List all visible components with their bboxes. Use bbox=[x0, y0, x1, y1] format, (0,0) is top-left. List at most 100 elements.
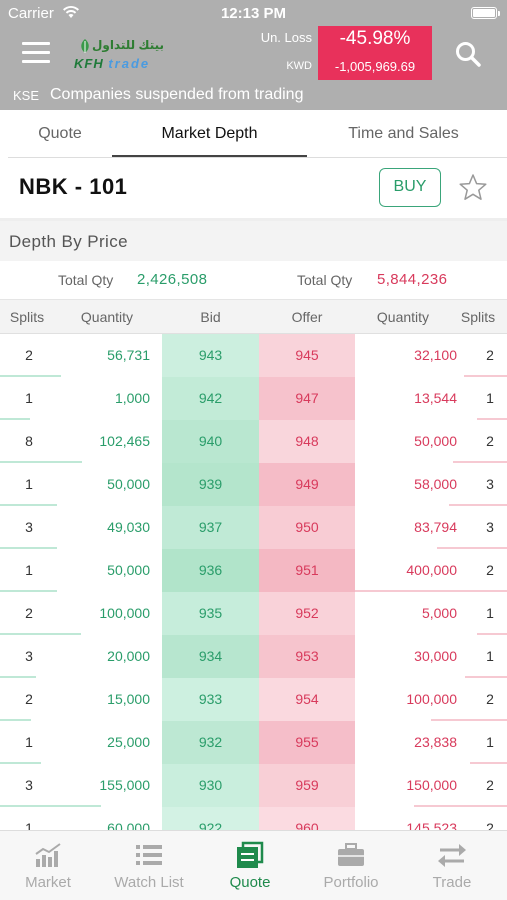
offer-price: 945 bbox=[295, 347, 319, 363]
offer-total-qty: 5,844,236 bbox=[377, 271, 448, 288]
bid-price: 933 bbox=[198, 691, 223, 707]
offer-splits: 2 bbox=[486, 347, 494, 363]
depth-row[interactable]: 1 60,000 922 960 145,523 2 bbox=[0, 807, 507, 830]
depth-column-header: Splits Quantity Bid Offer Quantity Split… bbox=[0, 299, 507, 334]
bid-splits: 1 bbox=[25, 476, 33, 492]
offer-splits: 1 bbox=[486, 390, 494, 406]
bid-splits: 1 bbox=[25, 820, 33, 830]
tabbar-trade-label: Trade bbox=[432, 874, 472, 891]
unrealized-loss-label: Un. Loss bbox=[260, 30, 312, 45]
unrealized-loss-box[interactable]: -45.98% -1,005,969.69 bbox=[318, 26, 432, 80]
offer-volume-bar bbox=[477, 418, 507, 420]
depth-row[interactable]: 1 50,000 936 951 400,000 2 bbox=[0, 549, 507, 592]
bid-price: 934 bbox=[198, 648, 223, 664]
offer-volume-bar bbox=[464, 375, 507, 377]
bid-cell-background bbox=[162, 635, 259, 678]
tabbar-trade[interactable]: Trade bbox=[402, 831, 502, 900]
depth-row[interactable]: 2 15,000 933 954 100,000 2 bbox=[0, 678, 507, 721]
depth-row[interactable]: 1 1,000 942 947 13,544 1 bbox=[0, 377, 507, 420]
offer-price: 955 bbox=[295, 734, 319, 750]
offer-splits: 2 bbox=[486, 562, 494, 578]
logo-trade: trade bbox=[108, 56, 151, 71]
bid-volume-bar bbox=[0, 719, 31, 721]
offer-volume-bar bbox=[477, 633, 507, 635]
depth-row[interactable]: 1 50,000 939 949 58,000 3 bbox=[0, 463, 507, 506]
offer-splits: 1 bbox=[486, 605, 494, 621]
offer-volume-bar bbox=[355, 590, 507, 592]
title-divider bbox=[0, 218, 507, 221]
bid-splits: 2 bbox=[25, 347, 33, 363]
arrows-icon bbox=[438, 844, 466, 867]
tab-quote[interactable]: Quote bbox=[38, 125, 82, 142]
active-tab-indicator bbox=[112, 155, 307, 157]
tabbar-watch-list[interactable]: Watch List bbox=[99, 831, 199, 900]
offer-cell-background bbox=[259, 549, 355, 592]
clock: 12:13 PM bbox=[220, 5, 287, 22]
bid-splits: 3 bbox=[25, 648, 33, 664]
chart-icon bbox=[35, 843, 61, 867]
bid-cell-background bbox=[162, 807, 259, 830]
bottom-tab-bar: Market Watch List Quote Portfolio bbox=[0, 830, 507, 900]
offer-price: 954 bbox=[295, 691, 319, 707]
offer-cell-background bbox=[259, 678, 355, 721]
bid-cell-background bbox=[162, 463, 259, 506]
tabbar-quote-label: Quote bbox=[229, 874, 271, 891]
offer-volume-bar bbox=[453, 461, 507, 463]
offer-price: 960 bbox=[295, 820, 319, 830]
tabbar-quote[interactable]: Quote bbox=[200, 831, 300, 900]
depth-row[interactable]: 1 25,000 932 955 23,838 1 bbox=[0, 721, 507, 764]
offer-volume-bar bbox=[465, 676, 507, 678]
offer-quantity: 58,000 bbox=[414, 476, 457, 492]
tab-market-depth[interactable]: Market Depth bbox=[161, 125, 258, 142]
offer-quantity: 13,544 bbox=[414, 390, 457, 406]
depth-table: 2 56,731 943 945 32,100 2 1 1,000 942 947 13,544 1 8… bbox=[0, 334, 507, 830]
depth-row[interactable]: 3 155,000 930 959 150,000 2 bbox=[0, 764, 507, 807]
depth-row[interactable]: 8 102,465 940 948 50,000 2 bbox=[0, 420, 507, 463]
bid-volume-bar bbox=[0, 547, 57, 549]
bid-volume-bar bbox=[0, 762, 41, 764]
offer-price: 948 bbox=[295, 433, 319, 449]
bid-price: 940 bbox=[198, 433, 223, 449]
offer-splits: 2 bbox=[486, 433, 494, 449]
depth-row[interactable]: 2 56,731 943 945 32,100 2 bbox=[0, 334, 507, 377]
market-code: KSE bbox=[13, 88, 40, 103]
bid-price: 935 bbox=[198, 605, 223, 621]
bid-splits: 2 bbox=[25, 605, 33, 621]
bid-quantity: 50,000 bbox=[107, 562, 150, 578]
bid-quantity: 1,000 bbox=[114, 390, 150, 406]
carrier-name: Carrier bbox=[8, 5, 54, 22]
bid-cell-background bbox=[162, 549, 259, 592]
bid-volume-bar bbox=[0, 461, 82, 463]
search-icon[interactable] bbox=[454, 40, 482, 68]
briefcase-icon bbox=[338, 843, 364, 866]
tab-time-and-sales[interactable]: Time and Sales bbox=[348, 125, 459, 142]
col-bid-splits: Splits bbox=[9, 309, 45, 325]
offer-price: 951 bbox=[295, 562, 319, 578]
logo-arabic-text: بيتك للتداول bbox=[91, 38, 164, 52]
offer-cell-background bbox=[259, 420, 355, 463]
bid-cell-background bbox=[162, 420, 259, 463]
bid-price: 939 bbox=[198, 476, 223, 492]
buy-button[interactable]: BUY bbox=[379, 168, 441, 207]
currency-label: KWD bbox=[286, 60, 312, 72]
battery-tip bbox=[498, 11, 500, 16]
quote-tabs: Quote Market Depth Time and Sales bbox=[0, 110, 507, 158]
bid-price: 936 bbox=[198, 562, 223, 578]
depth-row[interactable]: 2 100,000 935 952 5,000 1 bbox=[0, 592, 507, 635]
bid-cell-background bbox=[162, 334, 259, 377]
star-icon[interactable] bbox=[457, 172, 489, 204]
market-ticker[interactable]: KSE Companies suspended from trading bbox=[0, 84, 507, 110]
list-icon bbox=[136, 845, 162, 865]
bid-total-label: Total Qty bbox=[58, 272, 114, 288]
bid-quantity: 100,000 bbox=[99, 605, 150, 621]
offer-cell-background bbox=[259, 506, 355, 549]
tabbar-portfolio[interactable]: Portfolio bbox=[301, 831, 401, 900]
depth-row[interactable]: 3 49,030 937 950 83,794 3 bbox=[0, 506, 507, 549]
hamburger-menu-icon[interactable] bbox=[22, 42, 52, 64]
bid-volume-bar bbox=[0, 805, 101, 807]
offer-splits: 2 bbox=[486, 820, 494, 830]
bid-splits: 1 bbox=[25, 390, 33, 406]
bid-price: 942 bbox=[198, 390, 223, 406]
tabbar-market[interactable]: Market bbox=[0, 831, 98, 900]
depth-row[interactable]: 3 20,000 934 953 30,000 1 bbox=[0, 635, 507, 678]
